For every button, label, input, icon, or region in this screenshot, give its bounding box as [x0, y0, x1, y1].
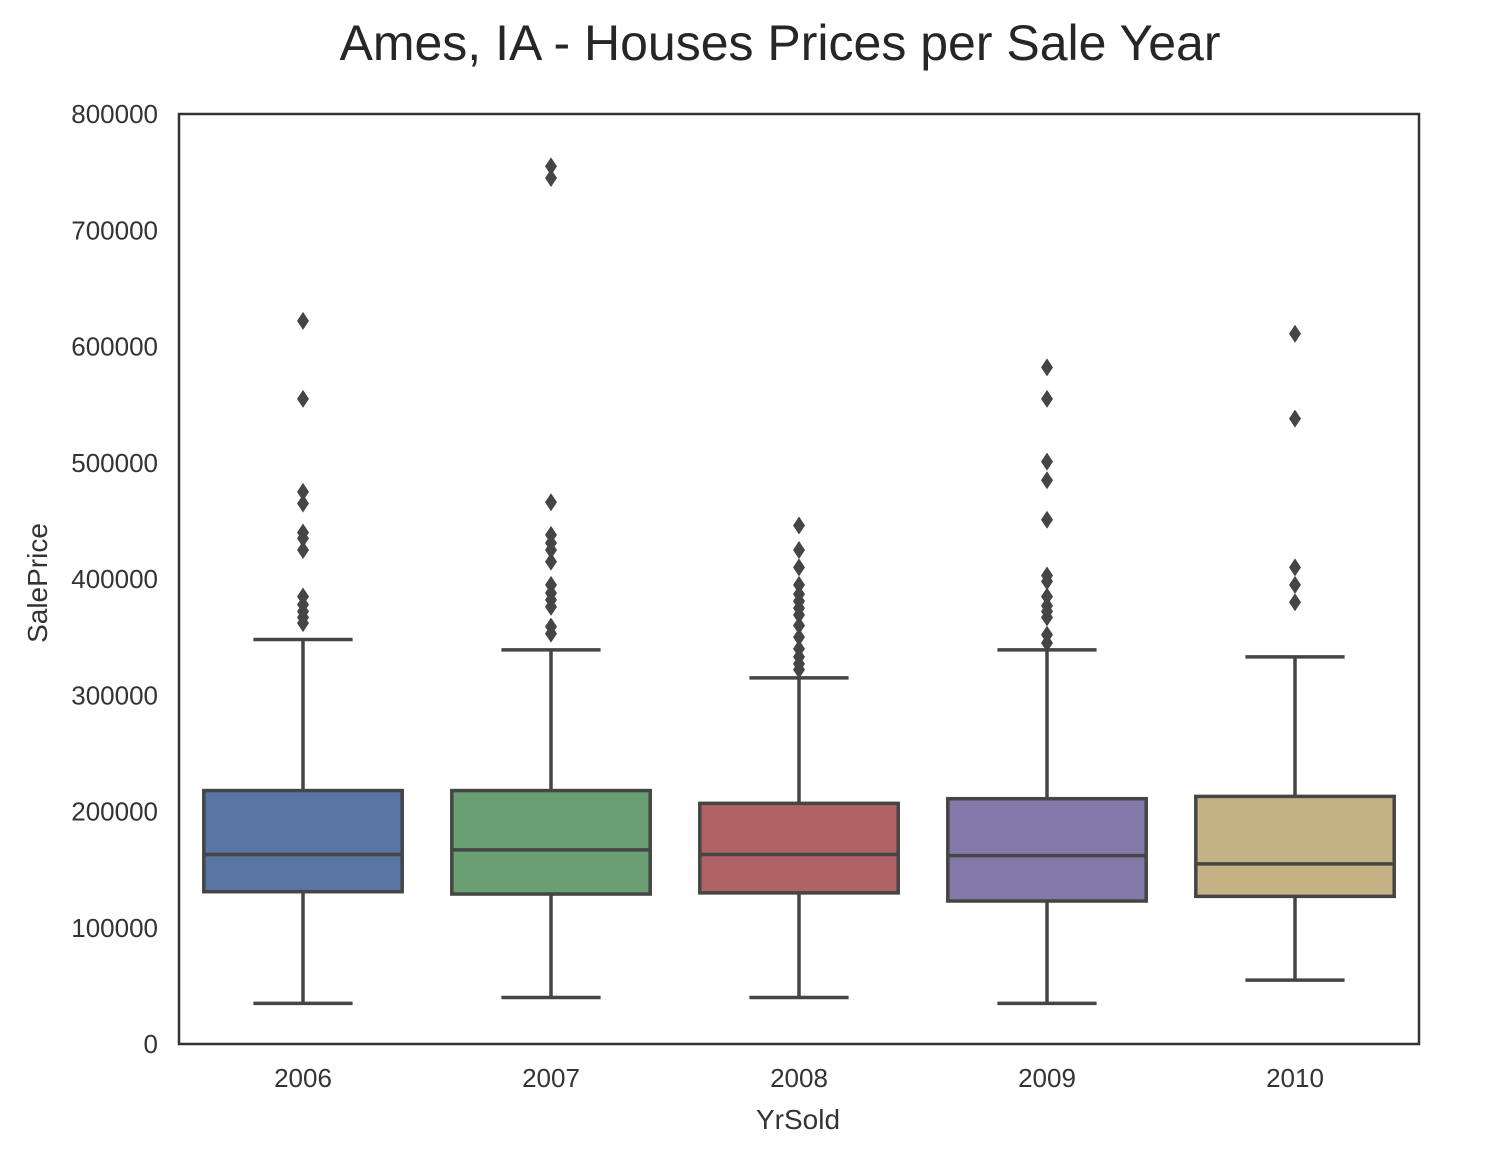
box-group-2009: [946, 358, 1148, 1006]
box-group-2006: [202, 311, 404, 1006]
outlier-2007-6: [545, 552, 557, 571]
outlier-2008-8: [793, 616, 805, 635]
outlier-2008-7: [793, 606, 805, 625]
box-2010: [1194, 794, 1396, 899]
outlier-2010-1: [1289, 409, 1301, 428]
plot-frame: [177, 112, 1421, 1046]
y-tick-label: 300000: [71, 680, 158, 710]
y-tick-label: 400000: [71, 564, 158, 594]
outlier-2009-7: [1041, 587, 1053, 606]
box-group-2007: [450, 157, 652, 1000]
outlier-2006-0: [297, 311, 309, 330]
y-axis-title: SalePrice: [22, 523, 53, 643]
outlier-2007-10: [545, 597, 557, 616]
outlier-2010-4: [1289, 593, 1301, 612]
outlier-2009-4: [1041, 510, 1053, 529]
outlier-2006-1: [297, 389, 309, 408]
outlier-2009-6: [1041, 572, 1053, 591]
y-tick-label: 500000: [71, 448, 158, 478]
outlier-2006-11: [297, 614, 309, 633]
box-group-2008: [698, 516, 900, 1000]
outlier-2010-3: [1289, 575, 1301, 594]
x-tick-label: 2009: [1018, 1063, 1076, 1093]
y-tick-label: 600000: [71, 332, 158, 362]
outlier-2006-5: [297, 529, 309, 548]
outlier-2007-2: [545, 493, 557, 512]
outlier-2010-2: [1289, 558, 1301, 577]
outlier-2009-10: [1041, 608, 1053, 627]
x-axis-title: YrSold: [756, 1104, 840, 1135]
x-tick-labels: 2006 2007 2008 2009 2010: [274, 1063, 1324, 1093]
outlier-2008-0: [793, 516, 805, 535]
y-tick-label: 200000: [71, 797, 158, 827]
x-tick-label: 2010: [1266, 1063, 1324, 1093]
boxes-layer: [202, 157, 1396, 1006]
outlier-2007-1: [545, 168, 557, 187]
y-tick-label: 0: [144, 1029, 158, 1059]
box-2007: [450, 788, 652, 896]
box-2006: [202, 788, 404, 894]
outlier-2008-3: [793, 575, 805, 594]
outlier-2007-5: [545, 540, 557, 559]
outlier-2008-13: [793, 660, 805, 679]
outlier-2010-0: [1289, 324, 1301, 343]
outlier-2008-9: [793, 628, 805, 647]
outlier-2007-0: [545, 157, 557, 176]
outlier-2009-2: [1041, 452, 1053, 471]
y-tick-label: 100000: [71, 913, 158, 943]
outlier-2009-1: [1041, 389, 1053, 408]
outlier-2008-1: [793, 540, 805, 559]
outlier-2009-12: [1041, 633, 1053, 652]
outlier-2008-2: [793, 558, 805, 577]
y-tick-label: 800000: [71, 99, 158, 129]
box-2008: [698, 801, 900, 895]
outlier-2006-2: [297, 482, 309, 501]
chart-title: Ames, IA - Houses Prices per Sale Year: [340, 15, 1221, 71]
y-tick-label: 700000: [71, 215, 158, 245]
x-tick-label: 2006: [274, 1063, 332, 1093]
outlier-2007-12: [545, 624, 557, 643]
outlier-2009-3: [1041, 471, 1053, 490]
x-tick-label: 2008: [770, 1063, 828, 1093]
x-tick-label: 2007: [522, 1063, 580, 1093]
outlier-2006-6: [297, 540, 309, 559]
box-2009: [946, 796, 1148, 903]
box-group-2010: [1194, 324, 1396, 982]
outlier-2006-3: [297, 494, 309, 513]
y-tick-labels: 0 100000 200000 300000 400000 500000 600000 700…: [71, 99, 158, 1059]
outlier-2009-0: [1041, 358, 1053, 377]
